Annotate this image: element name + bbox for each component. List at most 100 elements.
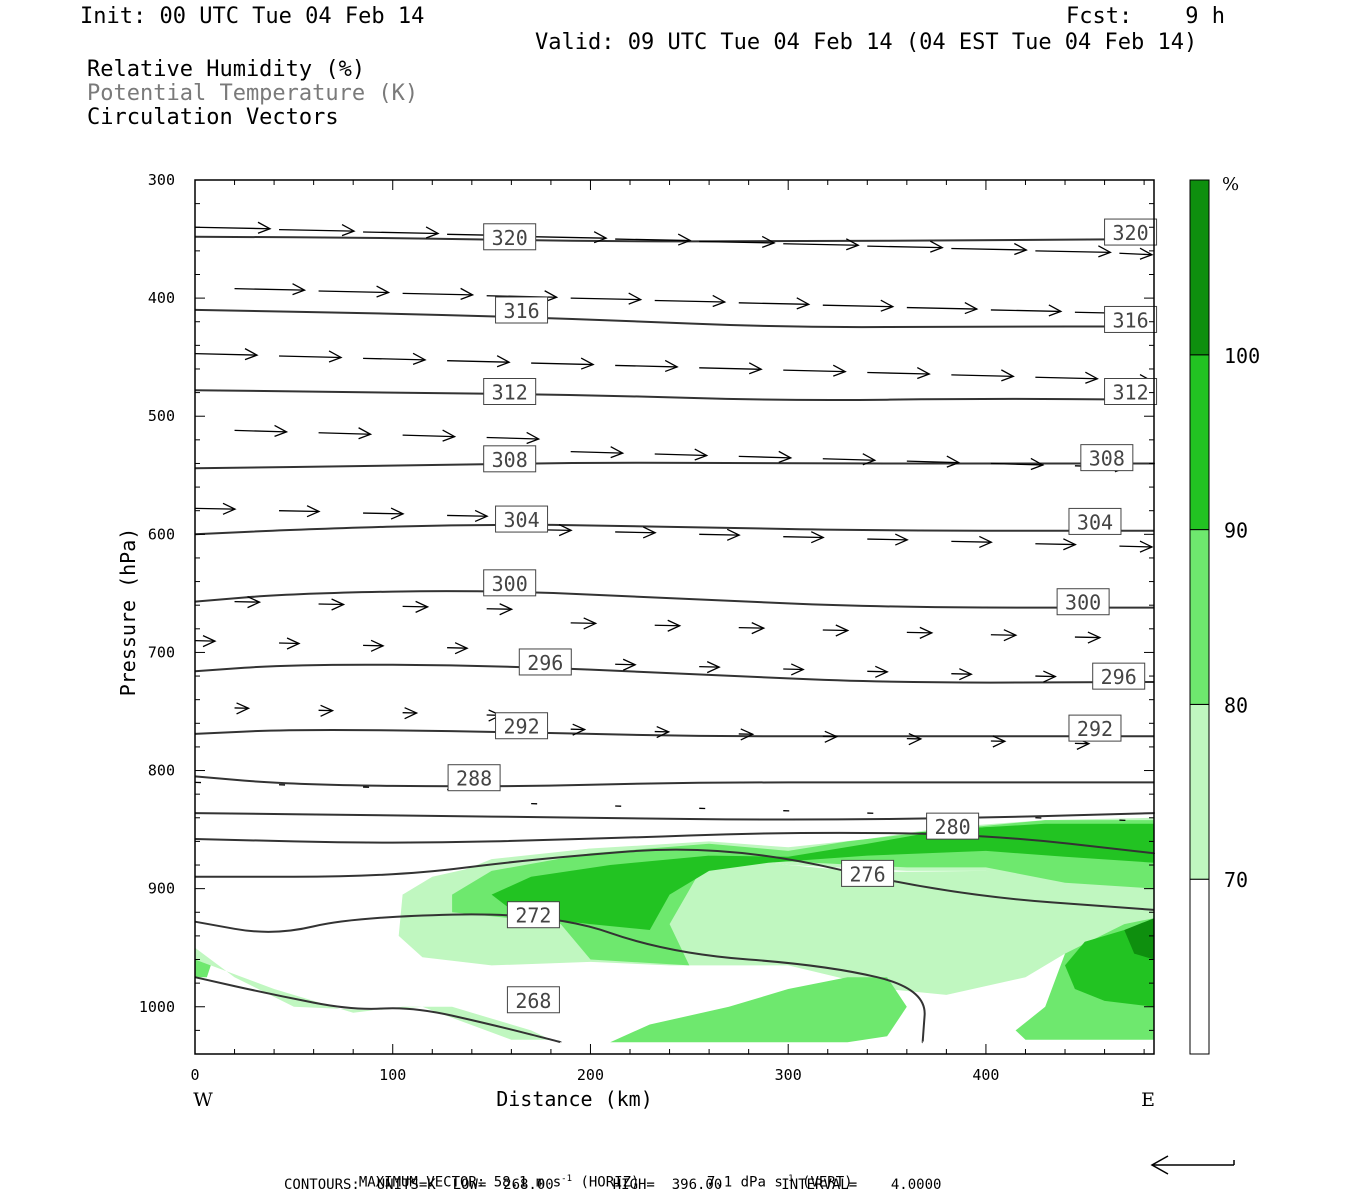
vector-arrow [1074, 636, 1100, 639]
vector-arrow [951, 247, 1027, 251]
contour-label-276: 276 [850, 862, 886, 886]
vector-arrowhead [835, 624, 850, 637]
x-tick-label-400: 400 [972, 1066, 999, 1084]
vector-arrowhead [664, 359, 679, 373]
contour-label-box [1104, 305, 1158, 333]
vector-arrow [570, 297, 641, 301]
vector-arrow [447, 647, 468, 649]
vector-arrowhead [1087, 631, 1102, 644]
vector-arrowhead [358, 427, 373, 440]
contour-label-box [483, 378, 537, 405]
vector-arrowhead [919, 626, 934, 639]
vector-arrowhead [1063, 538, 1077, 551]
x-tick-label-300: 300 [775, 1066, 802, 1084]
vector-arrow [783, 243, 859, 246]
contour-label-box [447, 764, 501, 792]
rh-band-80-90 [610, 977, 907, 1043]
vector-arrow [570, 450, 623, 454]
colorbar-label-80: 80 [1224, 693, 1248, 717]
vector-arrowhead [415, 600, 430, 613]
vector-arrow [699, 665, 720, 668]
contour-label-308: 308 [492, 448, 528, 472]
vector-arrowhead [499, 603, 514, 616]
contour-label-320: 320 [492, 226, 528, 250]
vector-arrow [531, 236, 607, 239]
axes: 300 400 500 600 700 800 900 1000 0 100 200 300 400 W E… [116, 171, 1155, 1111]
vector-arrowhead [331, 598, 346, 611]
vector-arrowhead [677, 233, 692, 246]
vector-arrowhead [442, 429, 457, 442]
vector-arrowhead [929, 240, 944, 253]
vector-arrow [486, 608, 512, 610]
colorbar-unit: % [1222, 174, 1239, 195]
contour-label-box [1080, 444, 1134, 472]
vector-arrow [363, 644, 384, 647]
vector-arrowhead [694, 448, 709, 461]
vector-arrow [1035, 543, 1076, 546]
y-tick-label-300: 300 [148, 171, 175, 189]
vector-arrow [570, 622, 596, 625]
theta-contour-276 [195, 848, 1155, 911]
rh-band-100 [1124, 918, 1154, 960]
max-vector-label: MAXIMUM VECTOR: [358, 1174, 486, 1191]
vector-arrowhead [222, 502, 237, 515]
contour-label-300: 300 [492, 572, 528, 596]
vector-arrowhead [1139, 540, 1154, 553]
vector-arrow [363, 357, 426, 361]
vector-arrow [615, 238, 691, 242]
contour-label-296: 296 [527, 651, 563, 675]
forecast-hour: Fcst: 9 h [1066, 4, 1225, 29]
vector-arrow [951, 540, 992, 543]
vector-arrowhead [376, 285, 391, 298]
contour-label-box [483, 445, 537, 473]
contour-label-300: 300 [1065, 591, 1101, 615]
contour-label-304: 304 [1077, 510, 1113, 534]
vector-arrowhead [460, 287, 475, 300]
vector-arrow [194, 507, 236, 510]
vector-arrowhead [580, 357, 595, 370]
contour-label-272: 272 [515, 904, 551, 928]
vector-arrow [654, 624, 680, 627]
y-tick-label-500: 500 [148, 407, 175, 425]
vector-arrowhead [474, 509, 489, 523]
vector-arrowhead [1048, 304, 1063, 317]
max-vector-horiz: 58.1 m s [493, 1174, 562, 1191]
vector-arrowhead [292, 283, 307, 296]
vector-arrow [699, 533, 740, 536]
vector-arrow [194, 226, 271, 230]
vector-arrow [990, 634, 1016, 636]
theta-contour-316 [194, 308, 1156, 329]
colorbar-label-100: 100 [1224, 344, 1260, 368]
y-tick-label-400: 400 [148, 289, 175, 307]
theta-contour-312 [194, 389, 1156, 402]
vector-arrow [822, 304, 893, 308]
vector-arrow [1035, 376, 1098, 380]
vector-arrow [447, 514, 488, 517]
theta-contour-300 [194, 590, 1154, 609]
x-tick-label-0: 0 [190, 1066, 199, 1084]
field-label-vectors: Circulation Vectors [87, 105, 339, 130]
vector-arrow [1119, 252, 1153, 256]
contour-label-box [926, 812, 980, 840]
vector-arrow [318, 603, 344, 606]
theta-contour-296 [194, 663, 1155, 684]
vector-arrowhead [412, 352, 427, 365]
vector-arrow [615, 531, 656, 534]
vector-arrowhead [1098, 245, 1112, 258]
vector-arrow [951, 673, 972, 675]
vector-arrow [486, 436, 539, 440]
vector-arrow [822, 629, 848, 632]
vector-arrow [279, 642, 300, 645]
contour-label-box [506, 986, 560, 1014]
theta-contour-288 [194, 775, 1154, 788]
contour-label-292: 292 [503, 715, 539, 739]
vector-arrowhead [706, 661, 721, 674]
potential-temperature-contours [194, 235, 1156, 1044]
contour-labels: 320 320 316 316 312 312 308 308 304 304 300 300 296 2… [447, 218, 1158, 1014]
theta-contour-304 [194, 523, 1154, 536]
vector-arrow [1035, 675, 1056, 678]
vector-arrow [699, 240, 775, 244]
vector-arrow [363, 231, 439, 235]
contour-label-292: 292 [1077, 717, 1113, 741]
